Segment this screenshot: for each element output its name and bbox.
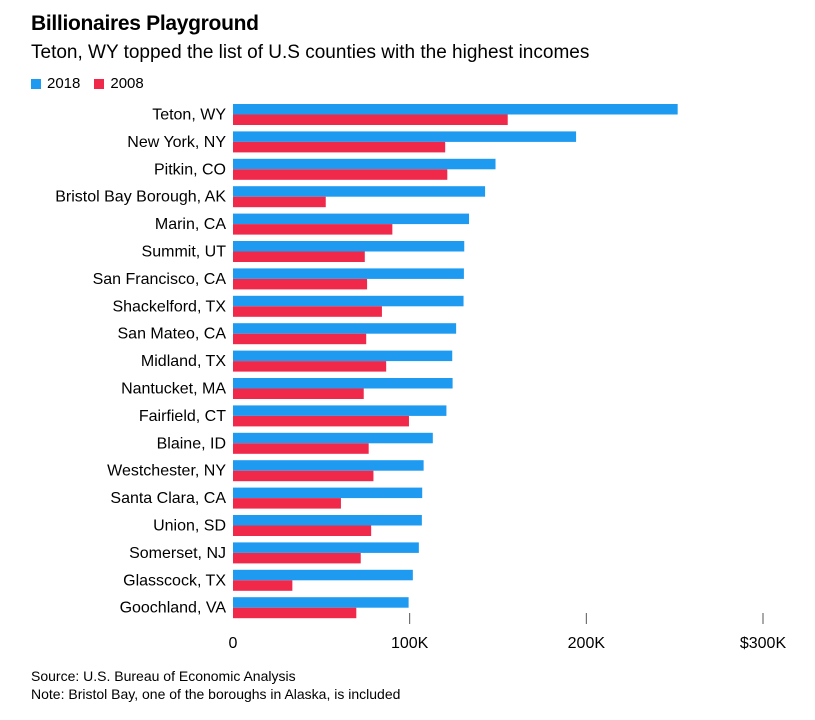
bar-2008 xyxy=(233,196,326,208)
x-tick-label: 100K xyxy=(391,635,429,652)
bar-2008 xyxy=(233,525,372,536)
bar-2008 xyxy=(233,388,364,399)
bar-2008 xyxy=(233,114,508,125)
bar-2008 xyxy=(233,361,387,372)
legend: 2018 2008 xyxy=(31,75,158,92)
bar-2018 xyxy=(233,487,423,499)
legend-item-2008: 2008 xyxy=(94,75,144,92)
category-label: Midland, TX xyxy=(141,353,226,370)
chart-subtitle: Teton, WY topped the list of U.S countie… xyxy=(31,42,590,63)
source-note: Source: U.S. Bureau of Economic Analysis xyxy=(31,668,296,684)
category-label: San Francisco, CA xyxy=(93,271,227,288)
category-label: Pitkin, CO xyxy=(154,161,226,178)
bar-2008 xyxy=(233,415,409,427)
category-label: Bristol Bay Borough, AK xyxy=(55,189,226,206)
bar-2008 xyxy=(233,169,448,180)
bar-2008 xyxy=(233,470,374,482)
bar-2018 xyxy=(233,378,453,389)
bar-2008 xyxy=(233,278,368,290)
category-label: Summit, UT xyxy=(142,244,227,261)
legend-label-2018: 2018 xyxy=(47,75,81,92)
legend-item-2018: 2018 xyxy=(31,75,80,92)
category-label: Union, SD xyxy=(153,518,226,535)
bar-2018 xyxy=(233,405,447,416)
x-tick-label: 0 xyxy=(229,635,238,652)
bar-2008 xyxy=(233,306,382,317)
bar-2018 xyxy=(233,460,424,471)
category-label: Fairfield, CT xyxy=(139,408,226,425)
bar-2008 xyxy=(233,498,341,509)
bar-2018 xyxy=(233,213,470,225)
bar-2008 xyxy=(233,141,446,153)
category-label: Glasscock, TX xyxy=(123,572,226,589)
x-tick-label: $300K xyxy=(740,635,787,652)
bar-2018 xyxy=(233,158,496,170)
bar-2018 xyxy=(233,515,422,526)
category-label: Somerset, NJ xyxy=(129,545,226,562)
bar-2018 xyxy=(233,104,678,115)
category-label: San Mateo, CA xyxy=(118,326,227,343)
bar-2018 xyxy=(233,186,486,197)
category-label: Marin, CA xyxy=(155,216,226,233)
bar-2018 xyxy=(233,432,433,444)
category-label: Teton, WY xyxy=(152,107,226,124)
legend-swatch-2018 xyxy=(31,78,41,89)
category-label: Westchester, NY xyxy=(107,463,226,480)
chart-title: Billionaires Playground xyxy=(31,12,259,35)
x-tick-label: 200K xyxy=(568,635,606,652)
bar-2018 xyxy=(233,268,464,279)
bar-2008 xyxy=(233,443,369,454)
bar-2018 xyxy=(233,569,413,581)
bar-2018 xyxy=(233,241,465,252)
category-label: New York, NY xyxy=(127,134,226,151)
category-label: Nantucket, MA xyxy=(121,381,226,398)
bar-2018 xyxy=(233,542,419,553)
bar-2008 xyxy=(233,251,365,262)
category-label: Goochland, VA xyxy=(120,600,227,617)
bar-2008 xyxy=(233,552,361,564)
bar-2018 xyxy=(233,323,457,334)
category-label: Santa Clara, CA xyxy=(110,490,226,507)
bar-2008 xyxy=(233,224,393,235)
legend-label-2008: 2008 xyxy=(110,75,144,92)
legend-swatch-2008 xyxy=(94,78,105,89)
bar-2008 xyxy=(233,580,293,591)
bar-2008 xyxy=(233,607,357,619)
category-label: Blaine, ID xyxy=(157,435,226,452)
bar-2018 xyxy=(233,350,453,362)
footnote: Note: Bristol Bay, one of the boroughs i… xyxy=(31,686,401,702)
bar-2018 xyxy=(233,597,409,608)
category-label: Shackelford, TX xyxy=(112,298,226,315)
bar-2008 xyxy=(233,333,367,345)
bar-2018 xyxy=(233,131,577,142)
bar-2018 xyxy=(233,295,464,307)
